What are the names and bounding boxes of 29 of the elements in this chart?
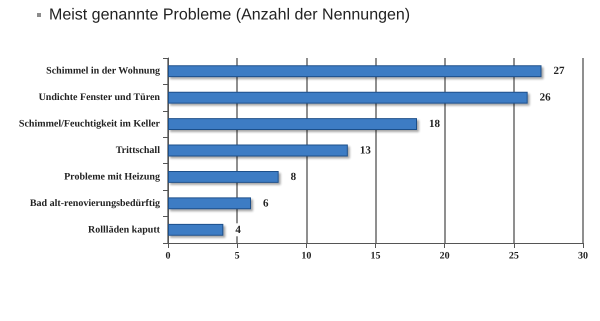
bar <box>168 144 348 156</box>
data-label: 26 <box>540 92 552 104</box>
bar <box>168 170 279 183</box>
data-label: 4 <box>235 224 242 236</box>
data-label: 27 <box>554 65 565 78</box>
bar <box>168 92 528 104</box>
x-tick-label: 30 <box>578 250 588 262</box>
chart-title: Meist genannte Probleme (Anzahl der Nennungen) <box>49 6 410 24</box>
y-tick-label: Bad alt-renovierungsbedürftig <box>30 198 160 209</box>
x-tick-label: 25 <box>508 250 519 262</box>
x-tick-label: 10 <box>301 250 312 262</box>
data-label: 8 <box>290 170 297 183</box>
y-tick-label: Undichte Fenster und Türen <box>38 92 160 104</box>
y-tick-label: Schimmel/Feuchtigkeit im Keller <box>18 118 161 130</box>
bar <box>168 65 542 78</box>
data-label: 6 <box>263 197 269 210</box>
data-label: 13 <box>360 144 372 156</box>
y-tick-label: Trittschall <box>116 145 160 156</box>
bar <box>168 224 224 236</box>
bar <box>168 118 417 130</box>
x-tick-label: 20 <box>440 250 450 262</box>
x-tick-label: 0 <box>166 250 170 262</box>
y-tick-label: Rollläden kaputt <box>88 224 161 236</box>
y-tick-label: Schimmel in der Wohnung <box>46 66 160 77</box>
y-tick-label: Probleme mit Heizung <box>64 171 160 182</box>
x-tick-label: 15 <box>370 250 380 262</box>
bar <box>168 197 251 210</box>
x-tick-label: 5 <box>234 250 240 262</box>
data-label: 18 <box>429 118 440 130</box>
